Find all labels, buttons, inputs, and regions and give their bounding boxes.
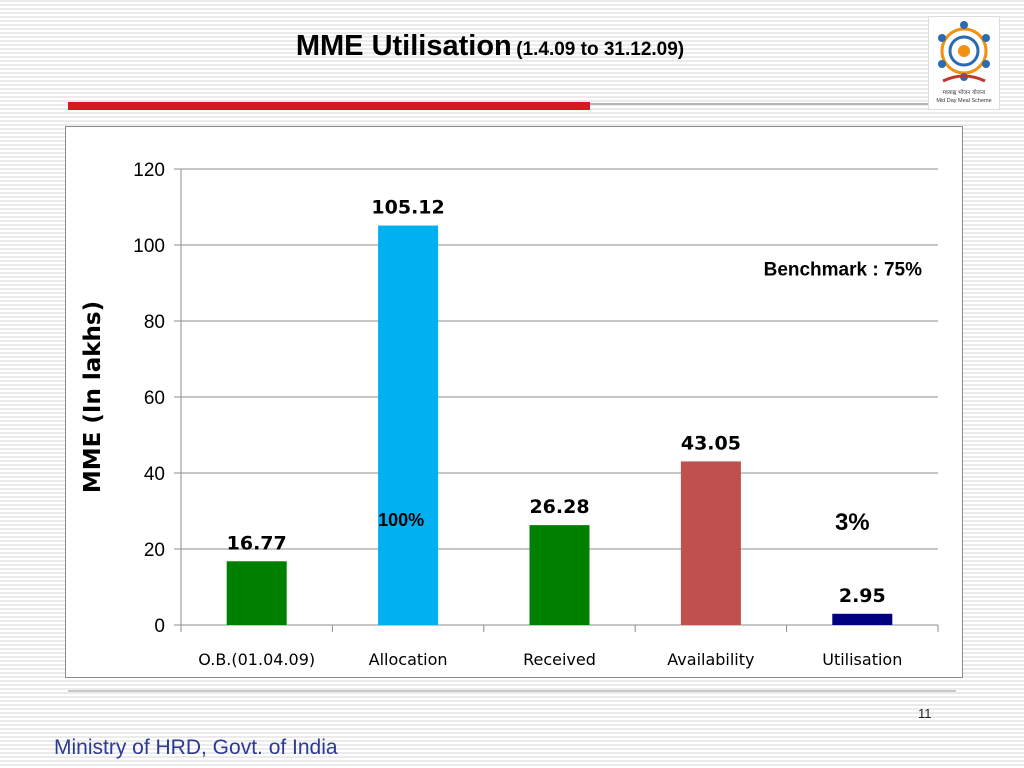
mid-day-meal-logo: मध्याह्न भोजन योजना Mid Day Meal Scheme	[928, 16, 1000, 110]
x-tick-label: Received	[523, 650, 596, 669]
bar-3	[529, 525, 590, 625]
logo-text-hindi: मध्याह्न भोजन योजना	[943, 89, 986, 96]
bar-2	[378, 225, 439, 625]
x-tick-label: Availability	[667, 650, 754, 669]
bar-1	[226, 561, 287, 625]
x-tick-label: Allocation	[369, 650, 448, 669]
slide-title-date-range: (1.4.09 to 31.12.09)	[516, 39, 685, 60]
y-tick-label: 0	[154, 616, 165, 637]
logo-text-english: Mid Day Meal Scheme	[936, 98, 991, 104]
title-underline-red	[68, 102, 590, 110]
annotation-benchmark: Benchmark : 75%	[764, 259, 923, 280]
logo-figures	[938, 21, 990, 81]
data-label: 26.28	[529, 496, 589, 518]
bar-4	[680, 461, 741, 625]
x-tick-label: O.B.(01.04.09)	[198, 650, 315, 669]
y-tick-label: 20	[144, 540, 165, 561]
y-tick-label: 60	[144, 388, 165, 409]
slide-title-main: MME Utilisation	[295, 30, 512, 62]
chart-container: 0 20 40 60 80 100 120 16.77 O.B.(01.04.09) 105.12…	[65, 126, 963, 678]
annotation-utilisation-percent: 3%	[835, 509, 870, 536]
x-tick-label: Utilisation	[822, 650, 902, 669]
footer-ministry: Ministry of HRD, Govt. of India	[54, 736, 338, 759]
footer-divider	[68, 690, 956, 692]
annotation-allocation-percent: 100%	[378, 510, 424, 530]
y-tick-label: 80	[144, 312, 165, 333]
y-tick-label: 120	[133, 160, 165, 181]
page-number: 11	[918, 706, 932, 721]
data-label: 16.77	[227, 532, 287, 554]
slide-title: MME Utilisation (1.4.09 to 31.12.09)	[0, 30, 980, 63]
bar-chart: 0 20 40 60 80 100 120 16.77 O.B.(01.04.09) 105.12…	[80, 160, 939, 669]
mid-day-meal-scheme-logo-icon: मध्याह्न भोजन योजना Mid Day Meal Scheme	[936, 21, 992, 104]
y-tick-label: 100	[133, 236, 165, 257]
y-tick-label: 40	[144, 464, 165, 485]
y-axis-title: MME (In lakhs)	[80, 301, 106, 493]
title-underline-grey	[590, 103, 930, 105]
data-label: 2.95	[839, 585, 886, 607]
data-label: 43.05	[681, 432, 741, 454]
bar-5	[832, 613, 893, 625]
data-label: 105.12	[371, 197, 444, 219]
